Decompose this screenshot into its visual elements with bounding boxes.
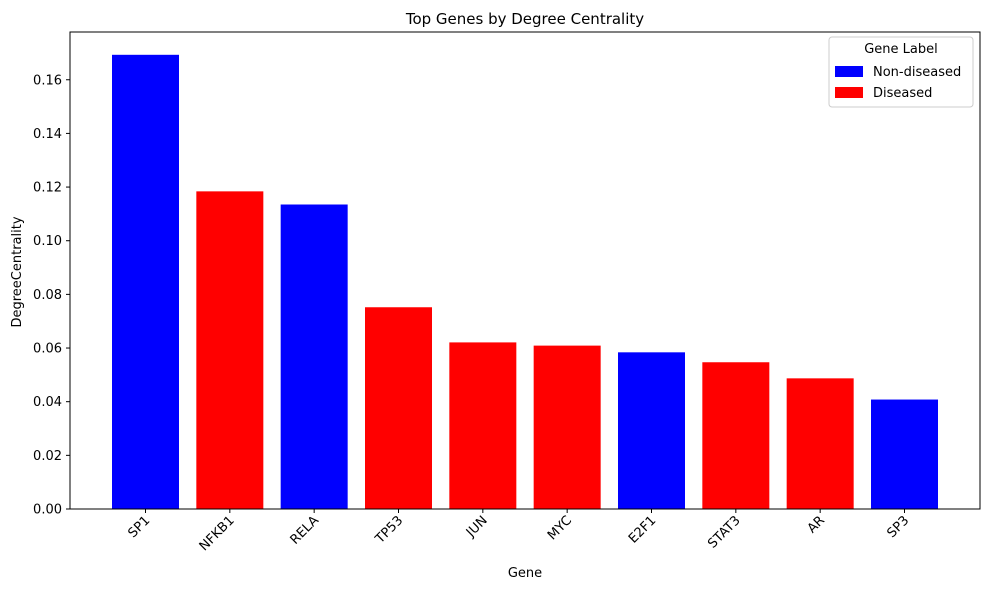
y-tick-label: 0.14 [33, 127, 62, 142]
x-axis-label: Gene [508, 566, 542, 581]
y-axis-ticks: 0.00 0.02 0.04 0.06 0.08 0.10 0.12 0.14 0.16 [33, 73, 70, 518]
y-tick-label: 0.04 [33, 395, 62, 410]
bar-ar [786, 378, 854, 509]
legend: Gene Label Non-diseased Diseased [828, 36, 974, 108]
bar-tp53 [365, 307, 432, 509]
y-tick-label: 0.16 [33, 73, 62, 88]
bar-rela [280, 204, 348, 510]
y-tick-label: 0.08 [33, 288, 62, 303]
bar-nfkb1 [196, 191, 264, 509]
y-axis-label: DegreeCentrality [10, 216, 25, 327]
y-tick-label: 0.12 [33, 181, 62, 196]
legend-swatch-diseased [835, 87, 863, 98]
legend-box [828, 36, 974, 108]
y-tick-label: 0.02 [33, 449, 62, 464]
bar-e2f1 [618, 352, 685, 509]
legend-swatch-non-diseased [835, 66, 863, 77]
y-tick-label: 0.10 [33, 234, 62, 249]
legend-label-non-diseased: Non-diseased [873, 65, 961, 80]
plot-frame [69, 31, 981, 510]
legend-title: Gene Label [864, 42, 938, 57]
chart-title: Top Genes by Degree Centrality [405, 10, 644, 28]
bar-sp1 [112, 54, 179, 509]
bar-stat3 [702, 362, 770, 509]
y-tick-label: 0.06 [33, 342, 62, 357]
bar-jun [449, 342, 517, 509]
bars-group [112, 54, 938, 510]
bar-sp3 [871, 399, 938, 509]
legend-label-diseased: Diseased [873, 86, 932, 101]
bar-myc [533, 345, 601, 509]
y-tick-label: 0.00 [33, 503, 62, 518]
